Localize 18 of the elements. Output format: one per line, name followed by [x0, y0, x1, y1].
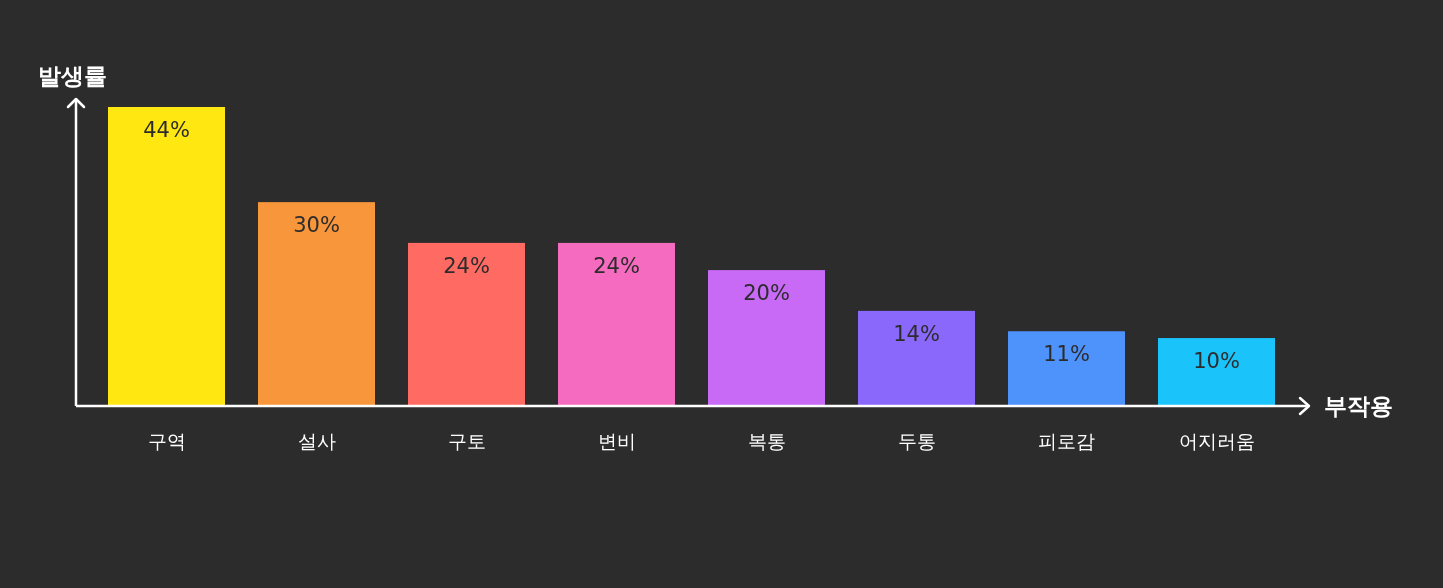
data-label: 14% — [893, 321, 940, 346]
y-axis-title: 발생률 — [38, 63, 107, 89]
x-tick-label: 피로감 — [1038, 430, 1095, 452]
data-label: 11% — [1043, 342, 1090, 367]
x-tick-label: 구역 — [147, 430, 186, 452]
data-label: 44% — [143, 118, 190, 142]
x-tick-label: 구토 — [447, 430, 486, 452]
data-label: 20% — [743, 281, 790, 306]
x-tick-label: 설사 — [297, 430, 336, 452]
data-label: 30% — [293, 213, 340, 238]
x-tick-label: 어지러움 — [1178, 430, 1255, 452]
data-label: 10% — [1193, 349, 1240, 374]
data-label: 24% — [443, 253, 490, 278]
x-tick-label: 두통 — [897, 430, 936, 452]
x-tick-label: 변비 — [597, 430, 636, 452]
x-tick-label: 복통 — [747, 430, 786, 452]
data-label: 24% — [593, 253, 640, 278]
x-axis-title: 부작용 — [1324, 393, 1393, 419]
